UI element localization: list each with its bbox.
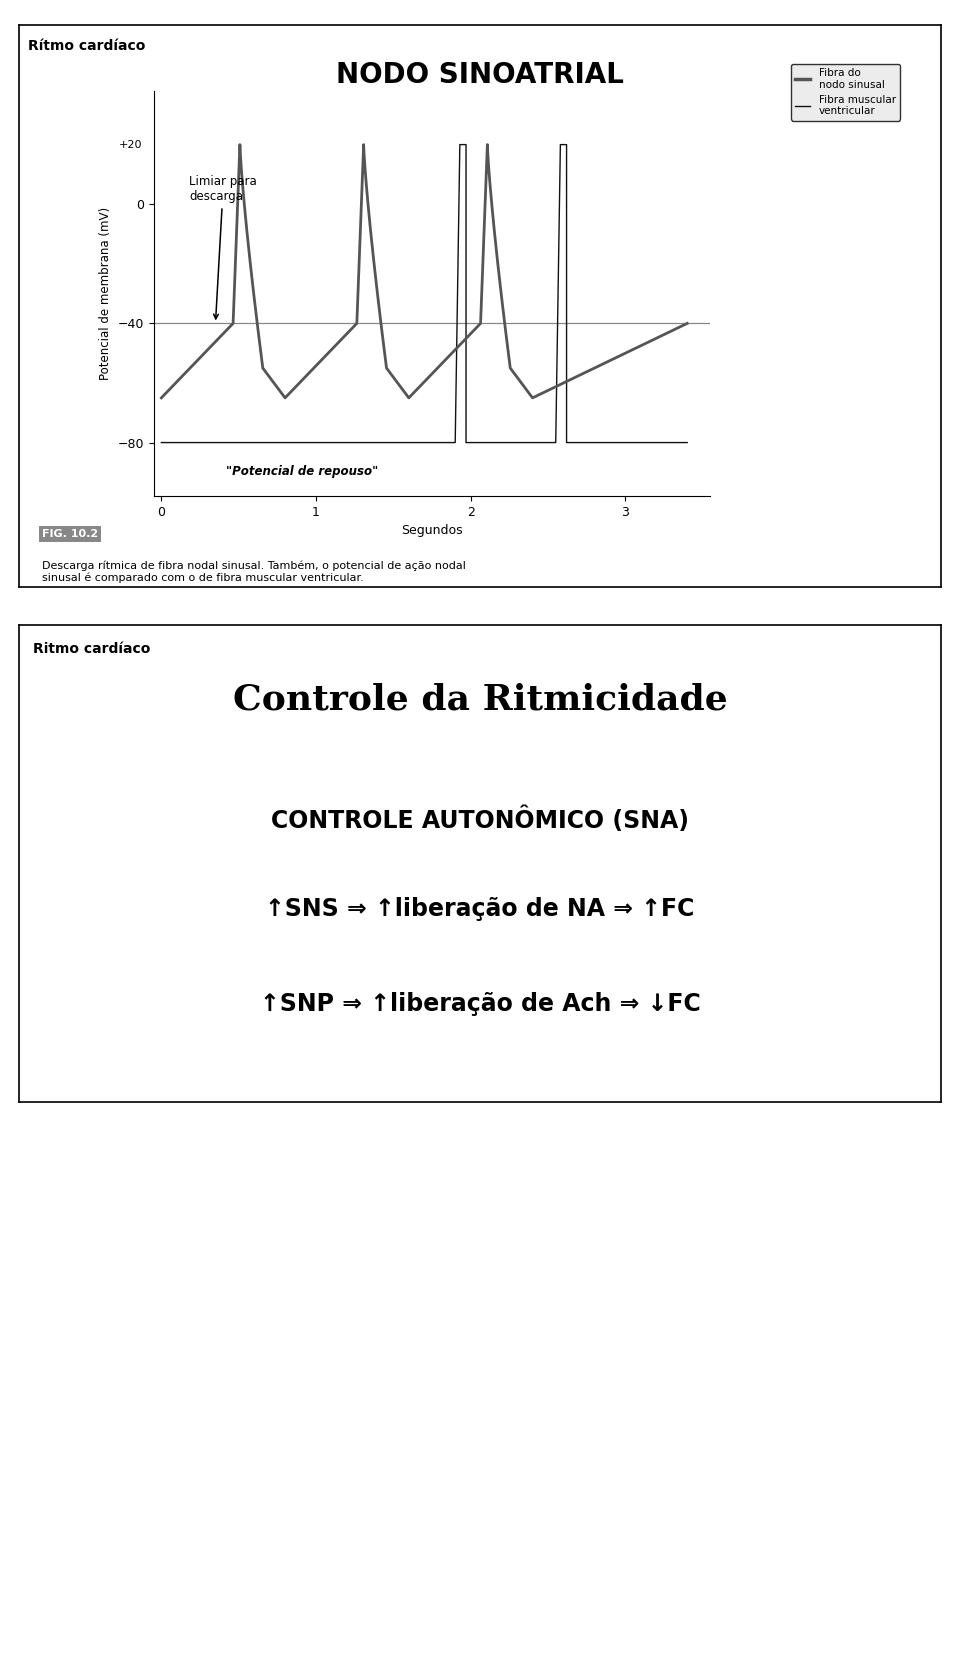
- Text: NODO SINOATRIAL: NODO SINOATRIAL: [336, 61, 624, 89]
- Text: FIG. 10.2: FIG. 10.2: [42, 529, 98, 539]
- Text: Descarga rítmica de fibra nodal sinusal. Também, o potencial de ação nodal
sinus: Descarga rítmica de fibra nodal sinusal.…: [42, 561, 467, 582]
- Text: Ritmo cardíaco: Ritmo cardíaco: [33, 642, 151, 657]
- Text: ↑SNP ⇒ ↑liberação de Ach ⇒ ↓FC: ↑SNP ⇒ ↑liberação de Ach ⇒ ↓FC: [259, 992, 701, 1016]
- Text: Limiar para
descarga: Limiar para descarga: [189, 175, 257, 319]
- Text: Rítmo cardíaco: Rítmo cardíaco: [29, 38, 146, 53]
- Text: ↑SNS ⇒ ↑liberação de NA ⇒ ↑FC: ↑SNS ⇒ ↑liberação de NA ⇒ ↑FC: [265, 896, 695, 921]
- Y-axis label: Potencial de membrana (mV): Potencial de membrana (mV): [99, 207, 111, 380]
- Text: Controle da Ritmicidade: Controle da Ritmicidade: [232, 683, 728, 716]
- Text: "Potencial de repouso": "Potencial de repouso": [227, 465, 378, 478]
- Legend: Fibra do
nodo sinusal, Fibra muscular
ventricular: Fibra do nodo sinusal, Fibra muscular ve…: [791, 65, 900, 121]
- Text: CONTROLE AUTONÔMICO (SNA): CONTROLE AUTONÔMICO (SNA): [271, 805, 689, 832]
- X-axis label: Segundos: Segundos: [401, 524, 463, 538]
- Text: +20: +20: [119, 139, 142, 149]
